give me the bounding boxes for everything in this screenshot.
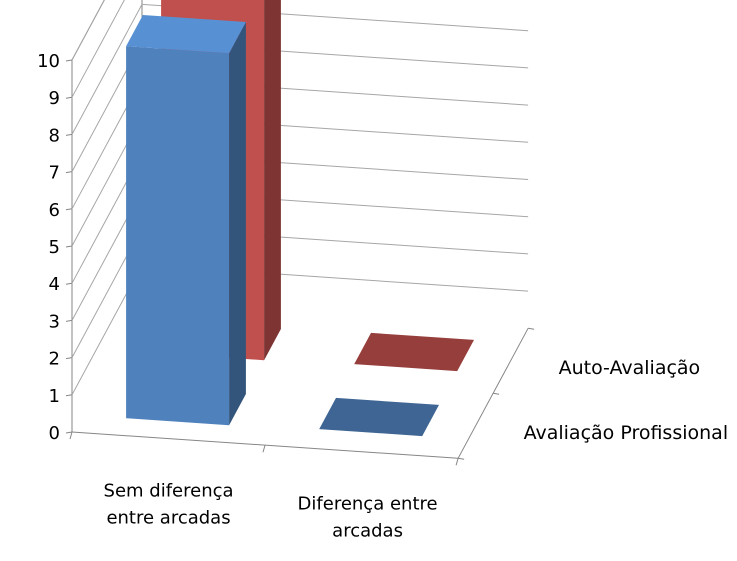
bar-0-1 (319, 397, 439, 437)
category-label-line: Sem diferença (104, 481, 234, 502)
y-tick-mark-10 (65, 59, 73, 62)
x-tick-mark-1 (262, 445, 266, 453)
y-tick-label-3: 3 (49, 311, 60, 332)
y-tick-mark-9 (65, 96, 73, 99)
bar-1-1 (354, 332, 474, 372)
category-label-1: Diferença entre arcadas (298, 494, 438, 542)
y-tick-label-8: 8 (49, 125, 60, 146)
y-tick-mark-2 (65, 357, 73, 360)
y-tick-mark-0 (65, 431, 73, 434)
series-depth-labels: Avaliação Profissional Auto-Avaliação (524, 357, 729, 444)
x-tick-mark-2 (455, 458, 459, 466)
y-tick-label-6: 6 (49, 200, 60, 221)
y-tick-label-2: 2 (49, 349, 60, 370)
bar-front-face (126, 46, 230, 426)
bar-0-0 (126, 15, 246, 426)
series-label-0: Avaliação Profissional (524, 422, 729, 444)
category-label-0: Sem diferença entre arcadas (104, 481, 234, 529)
y-tick-mark-4 (65, 282, 73, 285)
y-tick-mark-3 (65, 319, 73, 322)
bar-flat-face (354, 332, 474, 372)
y-tick-mark-6 (65, 208, 73, 211)
bars (126, 0, 474, 437)
depth-tick-mark-0 (458, 457, 465, 460)
gridline-left-10 (71, 0, 105, 61)
depth-tick-mark-1 (493, 392, 500, 395)
bar-side-face (229, 22, 246, 426)
y-tick-label-4: 4 (49, 274, 60, 295)
x-tick-mark-0 (69, 431, 73, 440)
y-tick-label-5: 5 (49, 237, 60, 258)
y-tick-mark-5 (65, 245, 73, 248)
gridline-left-9 (71, 0, 125, 98)
bar-top-face (126, 15, 246, 54)
bar-side-face (264, 0, 281, 361)
y-tick-label-0: 0 (49, 423, 60, 444)
category-labels: Sem diferença entre arcadas Diferença entr… (104, 481, 438, 542)
y-tick-mark-1 (65, 394, 73, 397)
y-tick-label-7: 7 (49, 163, 60, 184)
category-label-line: entre arcadas (106, 508, 230, 529)
y-tick-mark-8 (65, 133, 73, 136)
bar-flat-face (319, 397, 439, 437)
y-axis-tick-labels: 0 1 2 3 4 5 6 7 8 9 10 (37, 51, 60, 444)
x-axis-line (71, 431, 459, 459)
gridline-left-8 (71, 4, 143, 135)
y-tick-mark-7 (65, 171, 73, 174)
depth-axis-line (457, 328, 529, 459)
y-tick-label-1: 1 (49, 386, 60, 407)
category-label-line: arcadas (332, 521, 403, 542)
y-tick-label-10: 10 (37, 51, 60, 72)
series-label-1: Auto-Avaliação (559, 357, 701, 379)
y-tick-label-9: 9 (49, 88, 60, 109)
category-label-line: Diferença entre (298, 494, 438, 515)
depth-tick-mark-2 (528, 327, 535, 330)
